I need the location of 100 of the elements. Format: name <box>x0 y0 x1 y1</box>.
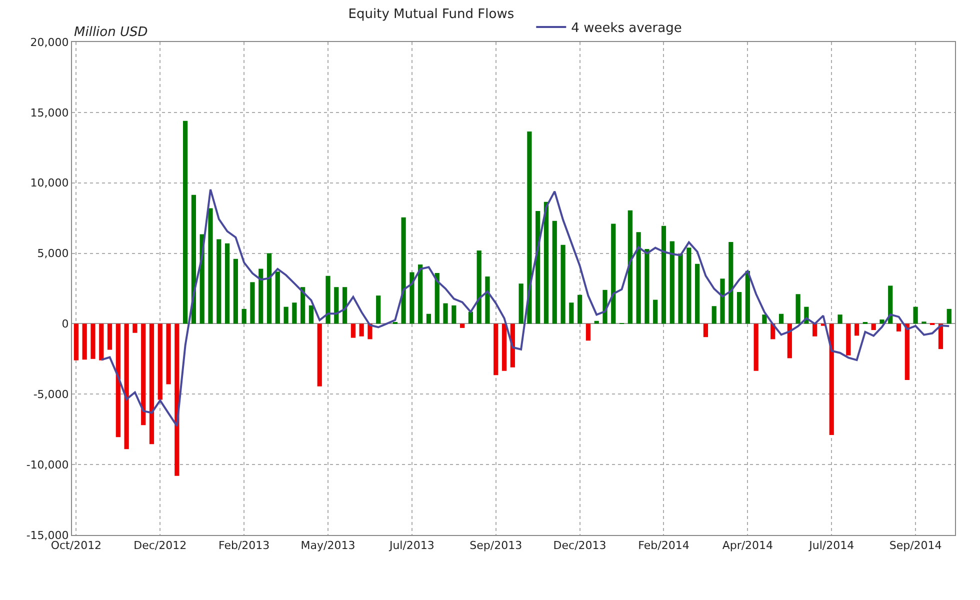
bar <box>485 276 490 324</box>
bar <box>796 294 800 324</box>
bar <box>132 324 138 333</box>
bar <box>99 324 104 360</box>
x-tick-label: Jul/2014 <box>808 539 854 552</box>
bar <box>653 300 658 324</box>
bar <box>578 294 582 324</box>
y-tick-label: -5,000 <box>33 388 69 401</box>
bar <box>787 324 792 358</box>
bar <box>896 324 902 332</box>
bar <box>552 220 557 324</box>
legend-label: 4 weeks average <box>571 21 682 36</box>
bar <box>518 284 524 324</box>
bar <box>754 324 758 371</box>
x-tick-label: Jul/2013 <box>388 539 434 552</box>
bar <box>149 324 154 444</box>
bar <box>166 324 171 384</box>
bar <box>300 287 306 324</box>
bar <box>250 282 255 324</box>
y-axis-title: Million USD <box>74 25 148 40</box>
y-tick-label: 0 <box>62 318 69 331</box>
bar <box>116 324 120 438</box>
bar <box>334 287 339 324</box>
y-tick-label: 10,000 <box>30 176 69 190</box>
x-tick-label: Feb/2014 <box>638 539 690 552</box>
x-tick-label: May/2013 <box>300 539 356 552</box>
bar <box>107 324 112 350</box>
bar <box>284 306 288 324</box>
bar <box>317 324 322 386</box>
bar <box>426 314 432 324</box>
bar <box>350 324 356 338</box>
bar <box>208 208 213 324</box>
bar <box>359 324 364 336</box>
bar <box>544 202 549 324</box>
bar <box>871 324 876 330</box>
bar <box>308 305 314 324</box>
bar <box>216 239 222 324</box>
bar <box>829 324 834 435</box>
bar <box>468 312 473 324</box>
bar <box>778 314 784 324</box>
bar <box>560 244 566 324</box>
bar <box>174 324 180 476</box>
bar <box>904 324 910 380</box>
x-tick-label: Oct/2012 <box>50 539 102 552</box>
bar <box>720 278 725 324</box>
bar <box>410 272 414 324</box>
bar <box>494 324 498 376</box>
bar <box>628 210 632 324</box>
x-tick-label: Sep/2014 <box>889 539 942 552</box>
bar <box>258 268 264 324</box>
bar <box>224 243 230 324</box>
bar <box>434 273 440 324</box>
bar <box>233 258 238 324</box>
bar <box>242 308 246 324</box>
bar <box>376 296 381 324</box>
x-tick-label: Sep/2013 <box>470 539 522 552</box>
bar <box>880 319 884 324</box>
y-tick-label: 5,000 <box>37 247 69 260</box>
bar <box>686 248 692 324</box>
bar <box>476 250 482 324</box>
bar <box>661 226 666 324</box>
bar <box>418 264 423 324</box>
y-tick-label: 20,000 <box>30 36 69 49</box>
bar <box>569 302 574 324</box>
bar <box>812 324 818 336</box>
bar <box>728 242 734 324</box>
bar <box>838 314 842 324</box>
bar <box>74 324 78 360</box>
bar <box>401 217 406 324</box>
bar <box>736 292 742 324</box>
bar <box>124 324 129 450</box>
bar <box>712 306 716 324</box>
chart-title: Equity Mutual Fund Flows <box>348 7 514 22</box>
bar <box>846 324 851 356</box>
bar <box>275 272 280 324</box>
bar <box>888 286 893 324</box>
bar <box>854 324 860 336</box>
line-series <box>100 188 950 427</box>
x-tick-label: Apr/2014 <box>722 539 774 552</box>
y-tick-label: -10,000 <box>26 458 69 472</box>
y-tick-label: -15,000 <box>26 528 69 542</box>
bar <box>183 120 188 324</box>
bar <box>946 308 952 324</box>
bar <box>913 306 918 324</box>
y-tick-label: 15,000 <box>30 106 69 120</box>
bar <box>82 324 87 360</box>
bar <box>90 324 96 359</box>
bar <box>636 232 641 324</box>
bar <box>460 324 465 328</box>
bar <box>745 270 750 324</box>
bar <box>158 324 162 400</box>
bar <box>762 314 767 324</box>
bar <box>586 324 591 341</box>
bar <box>326 276 330 324</box>
bar <box>452 305 456 324</box>
bar <box>141 324 146 426</box>
x-tick-label: Dec/2013 <box>553 539 606 552</box>
x-tick-label: Dec/2012 <box>134 539 187 552</box>
x-tick-label: Feb/2013 <box>218 539 270 552</box>
bar <box>266 253 272 324</box>
